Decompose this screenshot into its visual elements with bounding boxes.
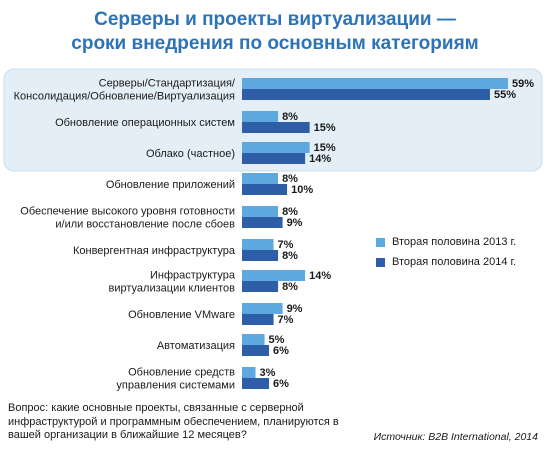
bar-2014 xyxy=(242,184,288,195)
category-label: Инфраструктура xyxy=(150,270,236,282)
bar-2014 xyxy=(242,250,279,261)
value-label-2013: 9% xyxy=(287,303,303,315)
category-label: Конвергентная инфраструктура xyxy=(73,245,236,257)
bar-2014 xyxy=(242,281,279,292)
value-label-2014: 8% xyxy=(282,281,298,293)
chart-title: Серверы и проекты виртуализации — сроки … xyxy=(0,8,550,56)
bar-2013 xyxy=(242,78,508,89)
bar-2014 xyxy=(242,89,490,100)
category-label: Обновление средств xyxy=(128,367,235,379)
bar-2014 xyxy=(242,345,270,356)
chart-title-line-1: Серверы и проекты виртуализации — xyxy=(94,9,456,30)
category-label: Автоматизация xyxy=(157,340,235,352)
bar-2013 xyxy=(242,239,274,250)
legend-label-2014: Вторая половина 2014 г. xyxy=(392,256,517,268)
legend-swatch-2014 xyxy=(376,257,385,267)
bar-2013 xyxy=(242,303,283,314)
bar-2013 xyxy=(242,270,306,281)
legend-item-2014: Вторая половина 2014 г. xyxy=(376,254,516,270)
value-label-2014: 7% xyxy=(278,314,294,326)
chart-title-line-2: сроки внедрения по основным категориям xyxy=(71,33,479,54)
bar-2014 xyxy=(242,378,270,389)
bar-2014 xyxy=(242,314,274,325)
value-label-2014: 9% xyxy=(287,217,303,229)
chart-legend: Вторая половина 2013 г. Вторая половина … xyxy=(376,234,516,274)
category-label: Обновление приложений xyxy=(106,179,235,191)
value-label-2013: 3% xyxy=(260,367,276,379)
value-label-2013: 8% xyxy=(282,111,298,123)
category-label: Облако (частное) xyxy=(146,148,235,160)
category-label: Обновление VMware xyxy=(128,309,235,321)
category-label: виртуализации клиентов xyxy=(109,283,236,295)
value-label-2014: 6% xyxy=(273,345,289,357)
bar-2014 xyxy=(242,217,283,228)
legend-swatch-2013 xyxy=(376,237,385,247)
value-label-2013: 14% xyxy=(309,270,331,282)
bar-2014 xyxy=(242,153,306,164)
value-label-2013: 7% xyxy=(278,239,294,251)
value-label-2013: 8% xyxy=(282,206,298,218)
value-label-2013: 15% xyxy=(314,142,336,154)
category-label: Консолидация/Обновление/Виртуализация xyxy=(14,91,235,103)
value-label-2013: 5% xyxy=(269,334,285,346)
bar-2013 xyxy=(242,334,265,345)
bar-2013 xyxy=(242,142,310,153)
value-label-2014: 8% xyxy=(282,250,298,262)
value-label-2014: 15% xyxy=(314,122,336,134)
survey-question: Вопрос: какие основные проекты, связанны… xyxy=(8,402,339,441)
category-label: Обновление операционных систем xyxy=(55,117,235,129)
bar-2013 xyxy=(242,206,279,217)
source-note: Источник: B2B International, 2014 xyxy=(373,431,538,443)
bar-2013 xyxy=(242,173,279,184)
category-label: Серверы/Стандартизация/ xyxy=(99,78,236,90)
category-label: управления системами xyxy=(116,380,235,392)
legend-item-2013: Вторая половина 2013 г. xyxy=(376,234,516,250)
value-label-2014: 14% xyxy=(309,153,331,165)
value-label-2014: 6% xyxy=(273,378,289,390)
value-label-2013: 59% xyxy=(512,78,534,90)
bar-2013 xyxy=(242,111,279,122)
value-label-2014: 55% xyxy=(494,89,516,101)
value-label-2014: 10% xyxy=(291,184,313,196)
category-label: Обеспечение высокого уровня готовности xyxy=(20,206,235,218)
bar-2013 xyxy=(242,367,256,378)
bar-2014 xyxy=(242,122,310,133)
category-label: и/или восстановление после сбоев xyxy=(55,219,235,231)
legend-label-2013: Вторая половина 2013 г. xyxy=(392,236,517,248)
value-label-2013: 8% xyxy=(282,173,298,185)
